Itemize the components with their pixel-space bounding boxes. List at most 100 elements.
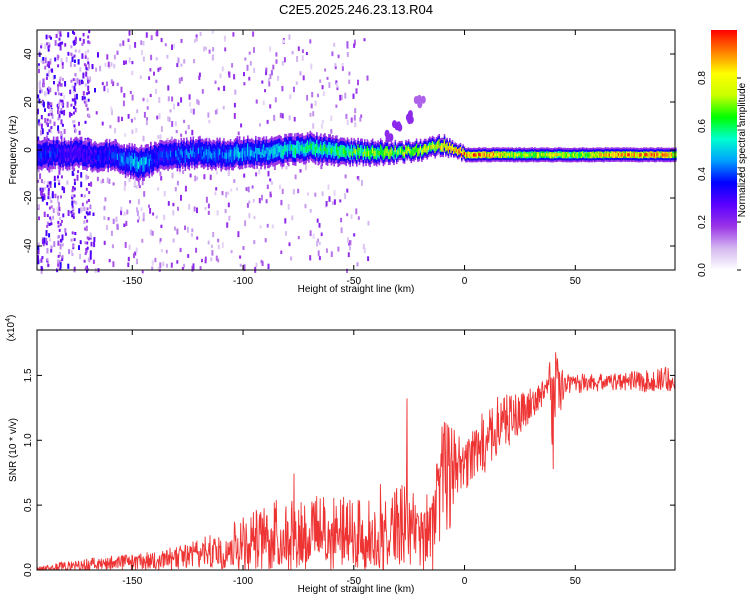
noise-cell [265, 69, 268, 76]
noise-cell [59, 217, 62, 221]
noise-cell [85, 64, 88, 69]
noise-cell [46, 184, 49, 188]
y-tick-label: -20 [23, 190, 34, 205]
band-cell [249, 150, 252, 157]
band-cell [150, 154, 152, 161]
noise-cell [145, 120, 148, 126]
noise-cell [159, 171, 162, 176]
noise-cell [85, 266, 87, 270]
noise-cell [288, 242, 291, 247]
noise-cell [304, 164, 307, 171]
band-cell [474, 153, 476, 157]
noise-cell [230, 250, 233, 254]
band-cell [640, 153, 642, 157]
noise-cell [84, 227, 86, 231]
noise-cell [266, 223, 269, 228]
band-cell [583, 153, 585, 157]
noise-cell [47, 89, 50, 95]
band-cell [91, 154, 94, 162]
noise-cell [89, 232, 92, 239]
noise-cell [111, 244, 114, 249]
band-cell [639, 153, 641, 157]
noise-cell [73, 63, 76, 67]
noise-cell [137, 219, 140, 223]
band-cell [110, 153, 112, 160]
band-cell [108, 150, 111, 157]
band-cell [132, 158, 135, 167]
noise-cell [76, 77, 79, 84]
noise-cell [58, 92, 60, 96]
noise-cell [253, 67, 256, 73]
band-cell [236, 147, 238, 154]
noise-cell [146, 106, 149, 110]
noise-cell [163, 190, 166, 197]
noise-cell [47, 45, 50, 49]
band-cell [204, 149, 207, 157]
band-cell [463, 152, 466, 156]
band-cell [405, 147, 407, 152]
noise-cell [124, 181, 127, 187]
band-cell [659, 153, 661, 157]
band-cell [201, 149, 204, 157]
noise-cell [60, 133, 63, 140]
noise-cell [82, 91, 85, 96]
noise-cell [214, 110, 217, 115]
noise-cell [58, 169, 61, 175]
noise-cell [312, 111, 315, 117]
noise-cell [41, 196, 44, 202]
noise-cell [307, 192, 310, 196]
noise-cell [367, 256, 370, 262]
band-cell [572, 153, 575, 157]
noise-cell [269, 178, 272, 182]
band-cell [144, 157, 147, 165]
noise-cell [262, 100, 265, 106]
noise-cell [50, 222, 53, 226]
y-tick-label: 0 [23, 147, 34, 153]
noise-cell [59, 267, 62, 271]
noise-cell [160, 224, 163, 229]
noise-cell [121, 116, 123, 122]
band-cell [649, 152, 652, 156]
band-cell [147, 156, 149, 164]
noise-cell [273, 114, 276, 121]
band-cell [184, 153, 187, 160]
noise-cell [96, 176, 99, 182]
streak-cell [417, 100, 423, 109]
noise-cell [78, 121, 80, 126]
band-cell [290, 144, 293, 151]
band-cell [548, 153, 551, 157]
band-cell [179, 153, 181, 161]
noise-cell [48, 206, 51, 210]
noise-cell [172, 202, 175, 207]
band-cell [633, 153, 636, 157]
band-cell [421, 150, 423, 155]
noise-cell [94, 88, 96, 93]
noise-cell [226, 222, 229, 228]
band-cell [71, 152, 74, 159]
spectrogram-x-axis-label: Height of straight line (km) [298, 284, 415, 295]
band-cell [589, 153, 592, 157]
noise-cell [40, 258, 43, 263]
noise-cell [164, 43, 167, 47]
band-cell [611, 152, 613, 156]
noise-cell [248, 76, 251, 81]
band-cell [442, 145, 444, 150]
band-cell [251, 149, 253, 156]
noise-cell [84, 137, 87, 141]
band-cell [308, 145, 310, 152]
noise-cell [155, 57, 158, 61]
band-cell [336, 146, 338, 153]
noise-cell [163, 214, 166, 221]
noise-cell [53, 175, 56, 182]
noise-cell [123, 223, 126, 228]
noise-cell [282, 39, 285, 44]
band-cell [386, 148, 389, 154]
band-cell [605, 153, 608, 157]
noise-cell [123, 93, 126, 98]
band-cell [515, 152, 518, 157]
band-cell [292, 147, 294, 154]
noise-cell [267, 170, 270, 177]
noise-cell [48, 167, 51, 171]
y-tick-label: -40 [23, 238, 34, 253]
noise-cell [233, 179, 236, 183]
